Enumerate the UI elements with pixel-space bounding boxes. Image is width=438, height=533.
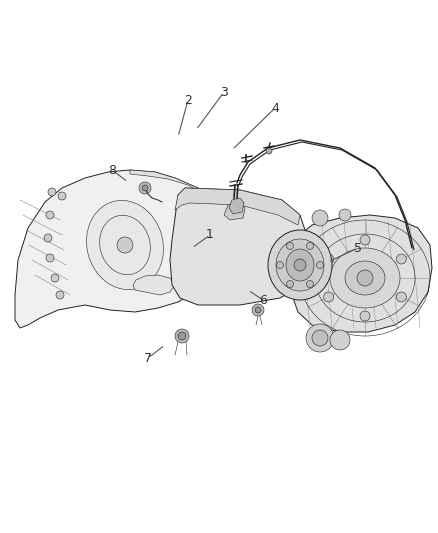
Circle shape — [276, 262, 283, 269]
Text: 1: 1 — [206, 229, 214, 241]
Polygon shape — [15, 170, 230, 328]
Circle shape — [317, 262, 324, 269]
Circle shape — [286, 243, 293, 249]
Circle shape — [252, 304, 264, 316]
Circle shape — [324, 292, 334, 302]
Polygon shape — [133, 275, 175, 295]
Circle shape — [396, 254, 406, 264]
Text: 6: 6 — [259, 294, 267, 306]
Ellipse shape — [330, 248, 400, 308]
Text: 3: 3 — [220, 85, 228, 99]
Circle shape — [306, 324, 334, 352]
Circle shape — [360, 235, 370, 245]
Circle shape — [294, 259, 306, 271]
Circle shape — [46, 254, 54, 262]
Ellipse shape — [286, 249, 314, 281]
Circle shape — [46, 211, 54, 219]
Circle shape — [286, 280, 293, 287]
Ellipse shape — [276, 239, 324, 291]
Polygon shape — [175, 188, 300, 225]
Text: 2: 2 — [184, 93, 192, 107]
Circle shape — [266, 148, 272, 154]
Polygon shape — [130, 170, 225, 215]
Circle shape — [139, 182, 151, 194]
Circle shape — [360, 311, 370, 321]
Circle shape — [255, 307, 261, 313]
Circle shape — [324, 254, 334, 264]
Circle shape — [178, 332, 186, 340]
Circle shape — [175, 329, 189, 343]
Polygon shape — [170, 188, 305, 305]
Polygon shape — [224, 203, 245, 220]
Ellipse shape — [345, 261, 385, 295]
Text: 5: 5 — [354, 241, 362, 254]
Circle shape — [56, 291, 64, 299]
Ellipse shape — [268, 230, 332, 300]
Ellipse shape — [86, 200, 163, 289]
Circle shape — [44, 234, 52, 242]
Circle shape — [307, 280, 314, 287]
Circle shape — [48, 188, 56, 196]
Circle shape — [58, 192, 66, 200]
Circle shape — [51, 274, 59, 282]
Text: 7: 7 — [144, 351, 152, 365]
Circle shape — [117, 237, 133, 253]
Polygon shape — [292, 215, 432, 332]
Circle shape — [330, 330, 350, 350]
Text: 4: 4 — [271, 101, 279, 115]
Circle shape — [312, 330, 328, 346]
Circle shape — [307, 243, 314, 249]
Circle shape — [339, 209, 351, 221]
Polygon shape — [229, 198, 244, 214]
Circle shape — [357, 270, 373, 286]
Circle shape — [142, 185, 148, 191]
Text: 8: 8 — [108, 164, 116, 176]
Circle shape — [312, 210, 328, 226]
Circle shape — [396, 292, 406, 302]
